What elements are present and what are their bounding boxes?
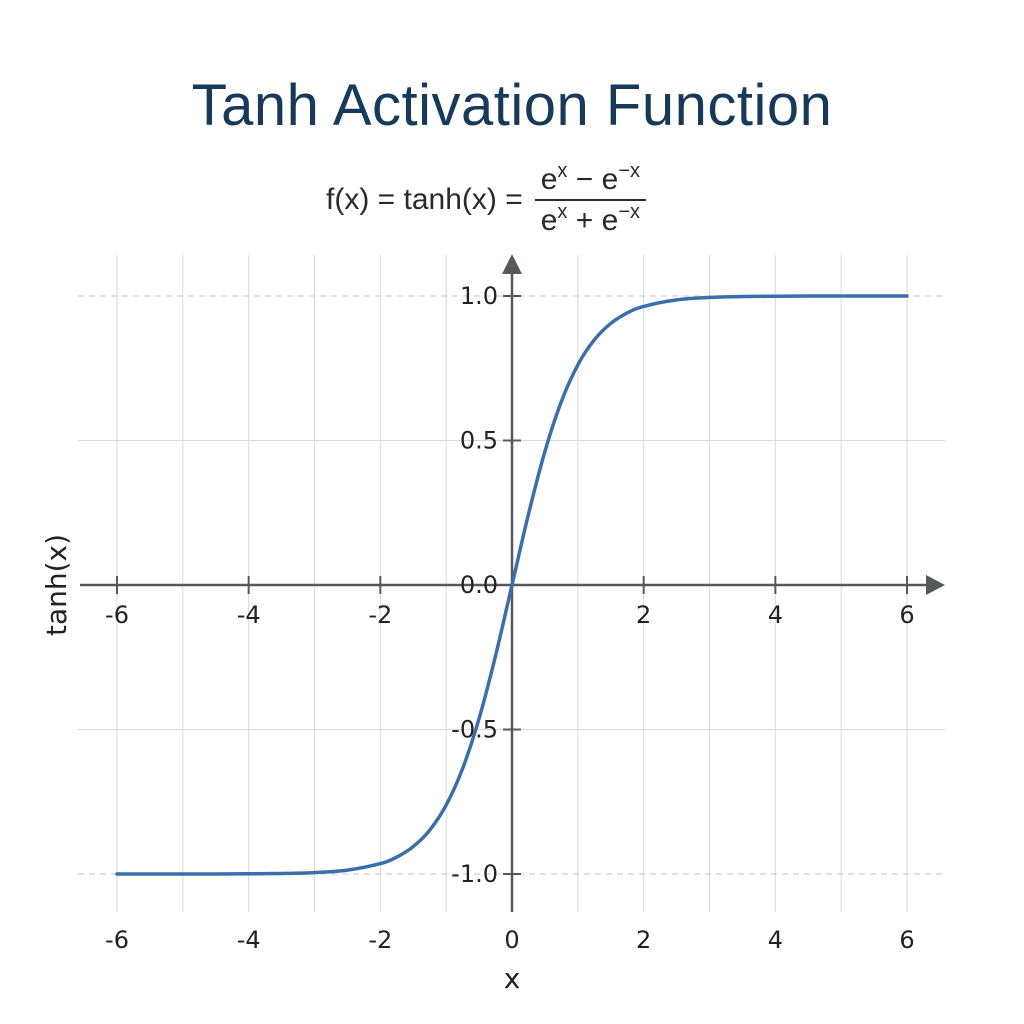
y-tick-label: -1.0: [451, 860, 498, 888]
x-tick-label-axis: -4: [237, 601, 261, 629]
y-axis-label: tanh(x): [40, 534, 73, 636]
y-axis-arrow-icon: [502, 254, 522, 274]
x-tick-label-axis: 6: [899, 601, 914, 629]
x-axis-arrow-icon: [926, 575, 945, 595]
series-line-tanh: [115, 294, 909, 876]
num-base-1: e: [540, 162, 558, 196]
y-tick-label: 1.0: [460, 282, 498, 310]
x-tick-label-axis: 2: [636, 601, 651, 629]
x-tick-label-bottom: -2: [368, 926, 392, 954]
y-tick-label: 0.0: [460, 571, 498, 599]
x-tick-label-bottom: 2: [636, 926, 651, 954]
tanh-formula: f(x) = tanh(x) = ex − e−x ex + e−x: [326, 160, 646, 240]
den-op: +: [567, 204, 602, 237]
fraction-bar: [534, 199, 646, 201]
num-base-2: e: [601, 162, 619, 196]
x-tick-label-bottom: 4: [768, 926, 783, 954]
x-tick-label-axis: 4: [768, 601, 783, 629]
formula-lhs: f(x) = tanh(x) =: [326, 183, 523, 216]
x-tick-label-bottom: -6: [105, 926, 129, 954]
x-tick-label-bottom: -4: [237, 926, 261, 954]
formula-denominator: ex + e−x: [535, 201, 646, 237]
num-op: −: [567, 162, 602, 196]
x-tick-label-axis: -2: [368, 601, 392, 629]
x-tick-label-axis: -6: [105, 601, 129, 629]
num-exp-1: x: [557, 159, 568, 182]
den-exp-1: x: [557, 201, 568, 223]
den-base-1: e: [540, 204, 558, 237]
den-exp-2: −x: [618, 201, 640, 223]
x-tick-label-bottom: 6: [899, 926, 914, 954]
den-base-2: e: [601, 204, 619, 237]
x-tick-label-bottom: 0: [504, 926, 519, 954]
formula-numerator: ex − e−x: [535, 160, 646, 200]
series-group: [115, 294, 909, 876]
y-tick-label: 0.5: [460, 427, 498, 455]
num-exp-2: −x: [618, 159, 640, 182]
formula-fraction: ex − e−x ex + e−x: [534, 160, 646, 237]
chart-title: Tanh Activation Function: [191, 73, 833, 138]
x-axis-label: x: [504, 962, 521, 995]
tick-labels: -6 -4 -2 2 4 6-6 -4 -2 0 2 4 61.00.50.0-0.5-1.0: [105, 282, 915, 954]
